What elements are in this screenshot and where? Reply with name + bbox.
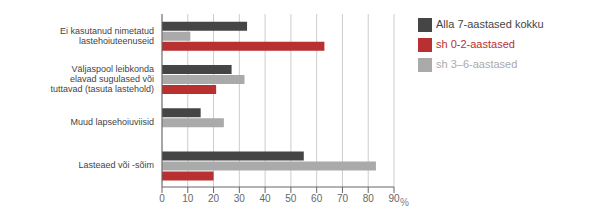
svg-text:90: 90 xyxy=(388,193,400,204)
html-text:sh 0-2-aastased: sh 0-2-aastased xyxy=(436,38,515,50)
svg-text:0: 0 xyxy=(159,193,165,204)
svg-text:70: 70 xyxy=(337,193,349,204)
svg-text:20: 20 xyxy=(208,193,220,204)
svg-text:%: % xyxy=(400,197,409,208)
svg-text:Muud lapsehoiuviisid: Muud lapsehoiuviisid xyxy=(70,117,154,127)
svg-text:60: 60 xyxy=(311,193,323,204)
svg-text:10: 10 xyxy=(182,193,194,204)
svg-text:30: 30 xyxy=(234,193,246,204)
svg-text:50: 50 xyxy=(285,193,297,204)
html-text:sh 3–6-aastased: sh 3–6-aastased xyxy=(436,58,518,70)
html-text:Alla 7-aastased kokku: Alla 7-aastased kokku xyxy=(436,18,544,30)
svg-text:Lasteaed või -sõim: Lasteaed või -sõim xyxy=(78,160,154,170)
svg-text:Väljaspool leibkondaelavad sug: Väljaspool leibkondaelavad sugulased või… xyxy=(50,64,154,94)
svg-text:40: 40 xyxy=(260,193,272,204)
svg-text:Ei kasutanud nimetatudlastehoi: Ei kasutanud nimetatudlastehoiuteenuseid xyxy=(60,26,154,46)
svg-text:80: 80 xyxy=(363,193,375,204)
